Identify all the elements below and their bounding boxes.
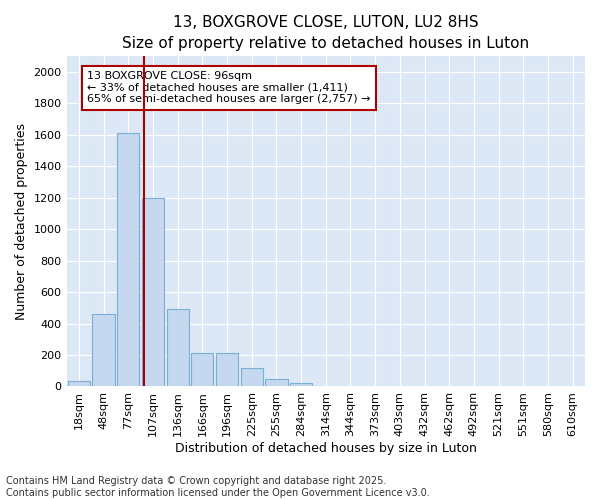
Bar — [117, 134, 139, 386]
Title: 13, BOXGROVE CLOSE, LUTON, LU2 8HS
Size of property relative to detached houses : 13, BOXGROVE CLOSE, LUTON, LU2 8HS Size … — [122, 15, 529, 51]
Bar — [68, 381, 90, 386]
Bar — [265, 378, 287, 386]
Bar — [241, 368, 263, 386]
Text: 13 BOXGROVE CLOSE: 96sqm
← 33% of detached houses are smaller (1,411)
65% of sem: 13 BOXGROVE CLOSE: 96sqm ← 33% of detach… — [87, 71, 371, 104]
Bar — [290, 384, 312, 386]
Bar — [92, 314, 115, 386]
Bar — [216, 352, 238, 386]
Text: Contains HM Land Registry data © Crown copyright and database right 2025.
Contai: Contains HM Land Registry data © Crown c… — [6, 476, 430, 498]
Bar — [167, 310, 189, 386]
Y-axis label: Number of detached properties: Number of detached properties — [15, 123, 28, 320]
Bar — [191, 352, 214, 386]
X-axis label: Distribution of detached houses by size in Luton: Distribution of detached houses by size … — [175, 442, 477, 455]
Bar — [142, 198, 164, 386]
